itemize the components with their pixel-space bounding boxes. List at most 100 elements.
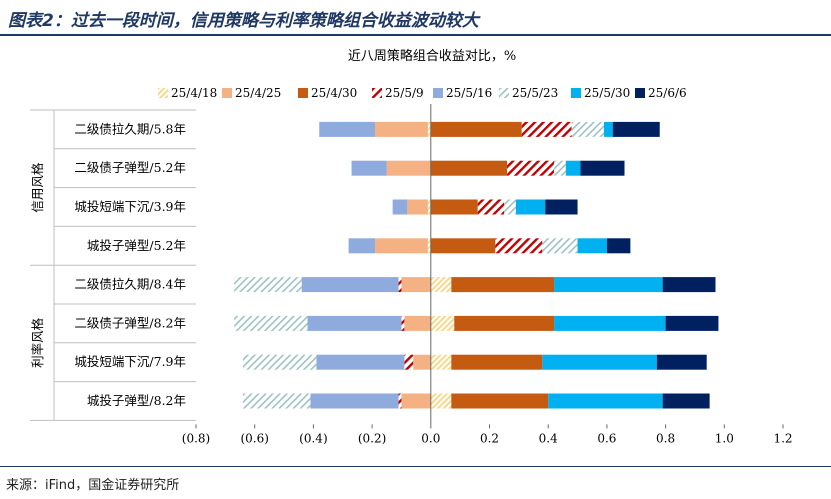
category-label: 二级债子弹型/8.2年 (74, 315, 186, 330)
bar-segment-25/5/9 (495, 238, 543, 254)
bar-segment-25/5/9 (404, 354, 414, 370)
bar-segment-25/5/30 (577, 238, 607, 254)
legend-label-25/4/30: 25/4/30 (311, 86, 357, 100)
x-tick-label: (0.2) (358, 431, 386, 445)
bar-segment-25/5/16 (310, 393, 399, 409)
source-note: 来源：iFind，国金证券研究所 (6, 478, 180, 493)
bar-segment-25/5/16 (351, 160, 387, 176)
x-tick-label: 1.2 (773, 431, 792, 445)
legend-swatch-25/5/30 (571, 88, 581, 98)
bar-segment-25/5/16 (348, 238, 376, 254)
legend-label-25/4/25: 25/4/25 (235, 86, 281, 100)
bar-segment-25/5/9 (401, 315, 405, 331)
category-label: 二级债子弹型/5.2年 (74, 160, 186, 175)
bar-segment-25/5/23 (554, 160, 566, 176)
bar-segment-25/5/9 (398, 277, 402, 293)
figure-header: 图表2：过去一段时间，信用策略与利率策略组合收益波动较大 (0, 0, 831, 36)
legend-swatch-25/6/6 (635, 88, 645, 98)
bar-segment-25/6/6 (612, 121, 660, 137)
bar-segment-25/4/18 (427, 121, 431, 137)
bar-segment-25/5/23 (234, 315, 308, 331)
bar-segment-25/5/23 (542, 238, 578, 254)
bar-segment-25/5/16 (392, 199, 408, 215)
x-tick-label: 0.8 (656, 431, 675, 445)
bar-segment-25/4/25 (413, 354, 431, 370)
legend-swatch-25/4/30 (298, 88, 308, 98)
bar-segment-25/4/18 (427, 238, 431, 254)
source-rule (0, 466, 831, 467)
bar-segment-25/5/23 (242, 354, 317, 370)
legend-label-25/5/23: 25/5/23 (512, 86, 558, 100)
bar-segment-25/6/6 (656, 354, 707, 370)
bar-segment-25/4/25 (375, 238, 428, 254)
legend-label-25/5/9: 25/5/9 (385, 86, 424, 100)
x-tick-label: 0.0 (421, 431, 440, 445)
legend-swatch-25/4/25 (222, 88, 232, 98)
category-label: 城投子弹型/5.2年 (87, 238, 186, 253)
category-label: 二级债拉久期/8.4年 (74, 277, 186, 292)
bar-segment-25/4/25 (401, 393, 431, 409)
bar-segment-25/4/30 (430, 160, 508, 176)
bar-segment-25/5/30 (603, 121, 613, 137)
strategy-return-chart: 近八周策略组合收益对比，% 25/4/18 25/4/25 25/4/30 25/5/… (30, 48, 793, 445)
bar-segment-25/5/30 (515, 199, 546, 215)
bar-segment-25/5/9 (507, 160, 555, 176)
legend-label-25/5/16: 25/5/16 (446, 86, 492, 100)
group-label: 信用风格 (30, 162, 45, 213)
bar-segment-25/4/25 (407, 199, 428, 215)
bar-segment-25/6/6 (580, 160, 625, 176)
group-label: 利率风格 (30, 317, 45, 368)
bar-segment-25/5/30 (554, 277, 663, 293)
bar-segment-25/5/30 (565, 160, 581, 176)
x-tick-label: (0.4) (299, 431, 327, 445)
category-label: 城投短端下沉/3.9年 (74, 199, 186, 214)
bar-segment-25/4/18 (430, 277, 452, 293)
x-tick-label: 0.6 (597, 431, 616, 445)
x-tick-label: 1.0 (715, 431, 734, 445)
category-label: 二级债拉久期/5.8年 (74, 121, 186, 136)
bar-segment-25/4/25 (404, 315, 431, 331)
bar-segment-25/4/30 (430, 121, 522, 137)
bar-segment-25/4/30 (451, 354, 543, 370)
bar-segment-25/5/23 (504, 199, 516, 215)
bar-segment-25/4/30 (451, 393, 549, 409)
bar-segment-25/5/30 (554, 315, 666, 331)
bar-segment-25/4/30 (430, 199, 478, 215)
x-tick-label: (0.6) (240, 431, 268, 445)
bar-segment-25/5/23 (234, 277, 302, 293)
bar-segment-25/5/30 (548, 393, 663, 409)
category-label: 城投短端下沉/7.9年 (74, 354, 186, 369)
legend-label-25/5/30: 25/5/30 (584, 86, 630, 100)
bar-segment-25/4/30 (430, 238, 496, 254)
bar-segment-25/5/16 (307, 315, 402, 331)
bars (234, 121, 719, 409)
legend-swatch-25/4/18 (158, 88, 168, 98)
figure-title: 图表2：过去一段时间，信用策略与利率策略组合收益波动较大 (8, 11, 479, 31)
bar-segment-25/4/18 (430, 393, 452, 409)
x-tick-label: (0.8) (182, 431, 210, 445)
bar-segment-25/4/18 (430, 315, 455, 331)
legend-label-25/4/18: 25/4/18 (171, 86, 217, 100)
x-tick-label: 0.4 (539, 431, 558, 445)
bar-segment-25/5/16 (319, 121, 376, 137)
bar-segment-25/5/23 (571, 121, 604, 137)
chart-title: 近八周策略组合收益对比，% (348, 48, 516, 64)
bar-segment-25/5/9 (398, 393, 402, 409)
legend: 25/4/18 25/4/25 25/4/30 25/5/9 25/5/16 25/5/2… (158, 86, 687, 100)
category-rows: 二级债拉久期/5.8年二级债子弹型/5.2年城投短端下沉/3.9年城投子弹型/5… (30, 109, 196, 421)
bar-segment-25/5/9 (477, 199, 505, 215)
bar-segment-25/4/30 (451, 277, 555, 293)
legend-swatch-25/5/23 (499, 88, 509, 98)
legend-swatch-25/5/9 (372, 88, 382, 98)
bar-segment-25/5/30 (542, 354, 657, 370)
x-tick-label: 0.2 (480, 431, 499, 445)
bar-segment-25/4/25 (401, 277, 431, 293)
bar-segment-25/4/25 (386, 160, 431, 176)
bar-segment-25/6/6 (606, 238, 631, 254)
category-label: 城投子弹型/8.2年 (87, 393, 186, 408)
bar-segment-25/6/6 (662, 277, 716, 293)
bar-segment-25/6/6 (665, 315, 719, 331)
bar-segment-25/4/25 (375, 121, 428, 137)
x-axis-ticks: (0.8) (0.6) (0.4) (0.2) 0.0 0.2 0.4 0.6 0.8 1.0 1.… (182, 424, 793, 445)
bar-segment-25/5/9 (521, 121, 572, 137)
